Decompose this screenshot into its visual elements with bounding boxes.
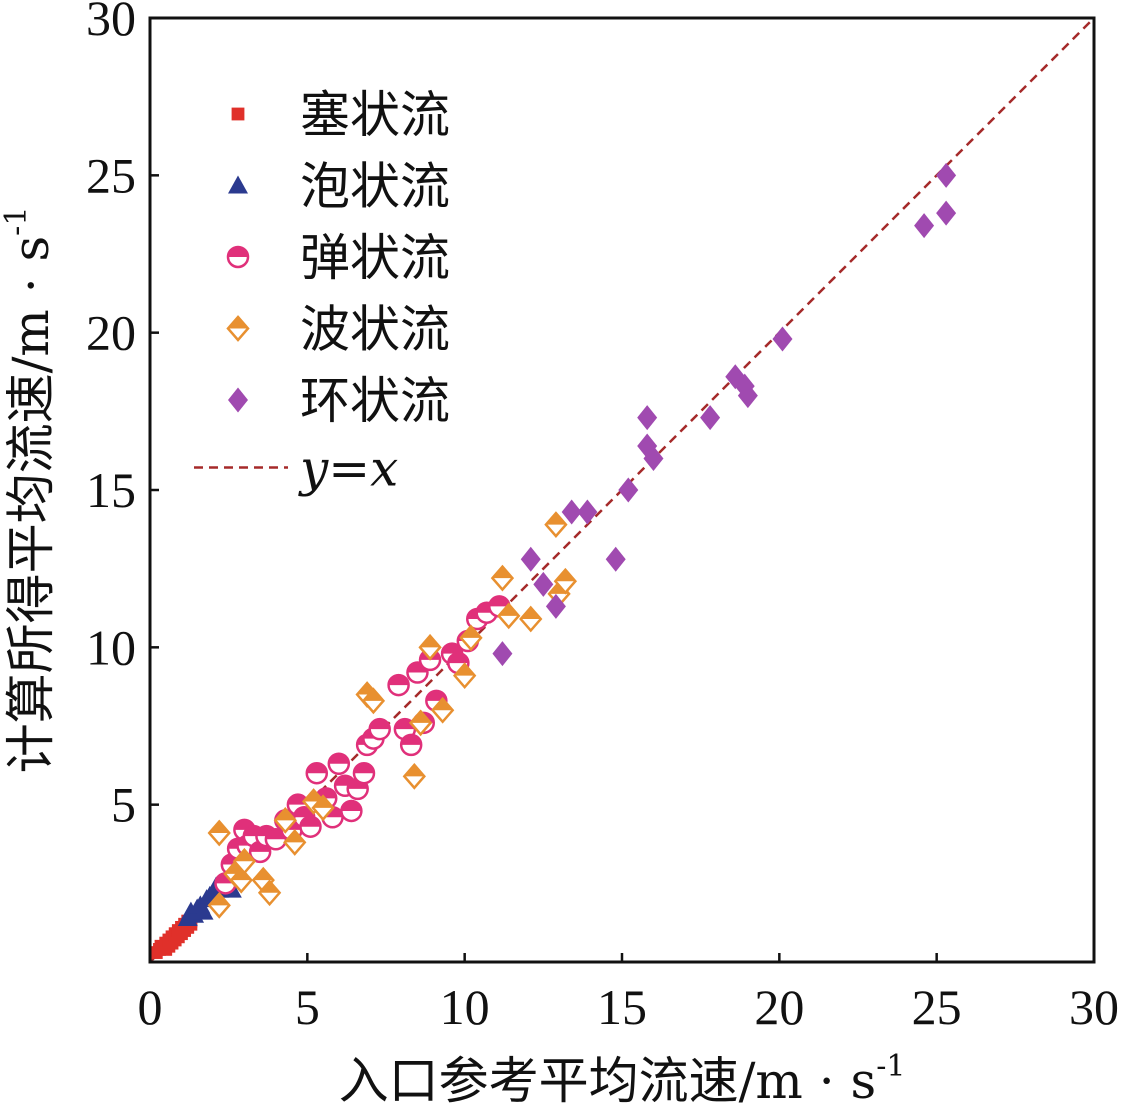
- data-point: [490, 564, 515, 592]
- y-tick-label: 10: [86, 619, 136, 675]
- data-point: [700, 405, 721, 431]
- legend-label: 环状流: [300, 372, 450, 430]
- x-axis-unit-exponent: -1: [876, 1049, 905, 1084]
- data-point: [352, 761, 376, 785]
- data-point: [553, 567, 578, 595]
- legend-label-reference-line: y=x: [298, 440, 398, 498]
- legend-label: 波状流: [300, 301, 450, 359]
- x-tick-label: 15: [597, 979, 647, 1035]
- data-point: [207, 891, 231, 919]
- x-axis-title: 入口参考平均流速/m · s-1: [339, 1049, 906, 1110]
- data-point: [637, 405, 658, 431]
- data-point: [618, 477, 639, 503]
- data-point: [257, 879, 282, 907]
- y-axis-title: 计算所得平均流速/m · s-1: [0, 207, 60, 774]
- data-point: [402, 762, 426, 790]
- data-point: [520, 546, 541, 572]
- data-point: [914, 213, 935, 239]
- data-point: [340, 799, 363, 823]
- data-point: [430, 696, 455, 724]
- x-tick-label: 0: [138, 979, 163, 1035]
- legend-label: 塞状流: [300, 86, 450, 144]
- legend-marker: [228, 387, 248, 413]
- y-tick-label: 15: [86, 462, 136, 518]
- data-point: [327, 752, 351, 776]
- data-point: [545, 593, 566, 619]
- legend-label: 泡状流: [300, 158, 450, 216]
- data-point: [408, 709, 433, 737]
- data-point: [577, 499, 598, 525]
- x-tick-label: 30: [1069, 979, 1119, 1035]
- data-point: [311, 794, 335, 822]
- x-tick-label: 5: [295, 979, 320, 1035]
- data-point: [207, 819, 231, 847]
- data-point: [193, 901, 214, 920]
- data-point: [418, 633, 442, 661]
- data-point: [533, 571, 554, 597]
- y-axis-unit-exponent: -1: [0, 207, 34, 236]
- data-point: [643, 446, 664, 472]
- data-point: [936, 200, 957, 226]
- data-points-layer: [149, 162, 957, 959]
- data-point: [399, 733, 423, 757]
- data-point: [368, 717, 391, 741]
- data-point: [772, 326, 793, 352]
- data-point: [453, 662, 477, 690]
- data-point: [283, 829, 307, 856]
- series-4: [207, 511, 578, 919]
- data-point: [605, 546, 626, 572]
- data-point: [497, 602, 521, 630]
- x-tick-label: 20: [754, 979, 804, 1035]
- data-point: [305, 761, 329, 785]
- data-point: [229, 866, 253, 894]
- data-point: [361, 687, 386, 715]
- series-1: [149, 914, 198, 959]
- data-point: [459, 624, 483, 652]
- axis-ticks: 0 5 10 15 20 25 30 5 10 15 20 25 30: [86, 0, 1119, 1035]
- y-tick-label: 20: [86, 305, 136, 361]
- data-point: [737, 383, 758, 409]
- y-tick-label: 5: [111, 777, 136, 833]
- legend-marker: [228, 175, 248, 194]
- y-tick-label: 30: [86, 0, 136, 46]
- data-point: [232, 847, 257, 875]
- legend-marker: [226, 315, 250, 342]
- series-5: [492, 162, 957, 667]
- x-tick-label: 10: [440, 979, 490, 1035]
- legend-marker: [226, 245, 250, 269]
- data-point: [299, 815, 322, 838]
- y-tick-label: 25: [86, 147, 136, 203]
- legend-label: 弹状流: [300, 229, 450, 287]
- data-point: [492, 641, 513, 667]
- data-point: [936, 162, 957, 188]
- data-point: [519, 605, 543, 633]
- data-point: [273, 806, 297, 834]
- x-tick-label: 25: [912, 979, 962, 1035]
- legend-marker: [231, 107, 245, 121]
- data-point: [544, 511, 568, 539]
- data-point: [561, 499, 582, 525]
- data-point: [387, 673, 410, 697]
